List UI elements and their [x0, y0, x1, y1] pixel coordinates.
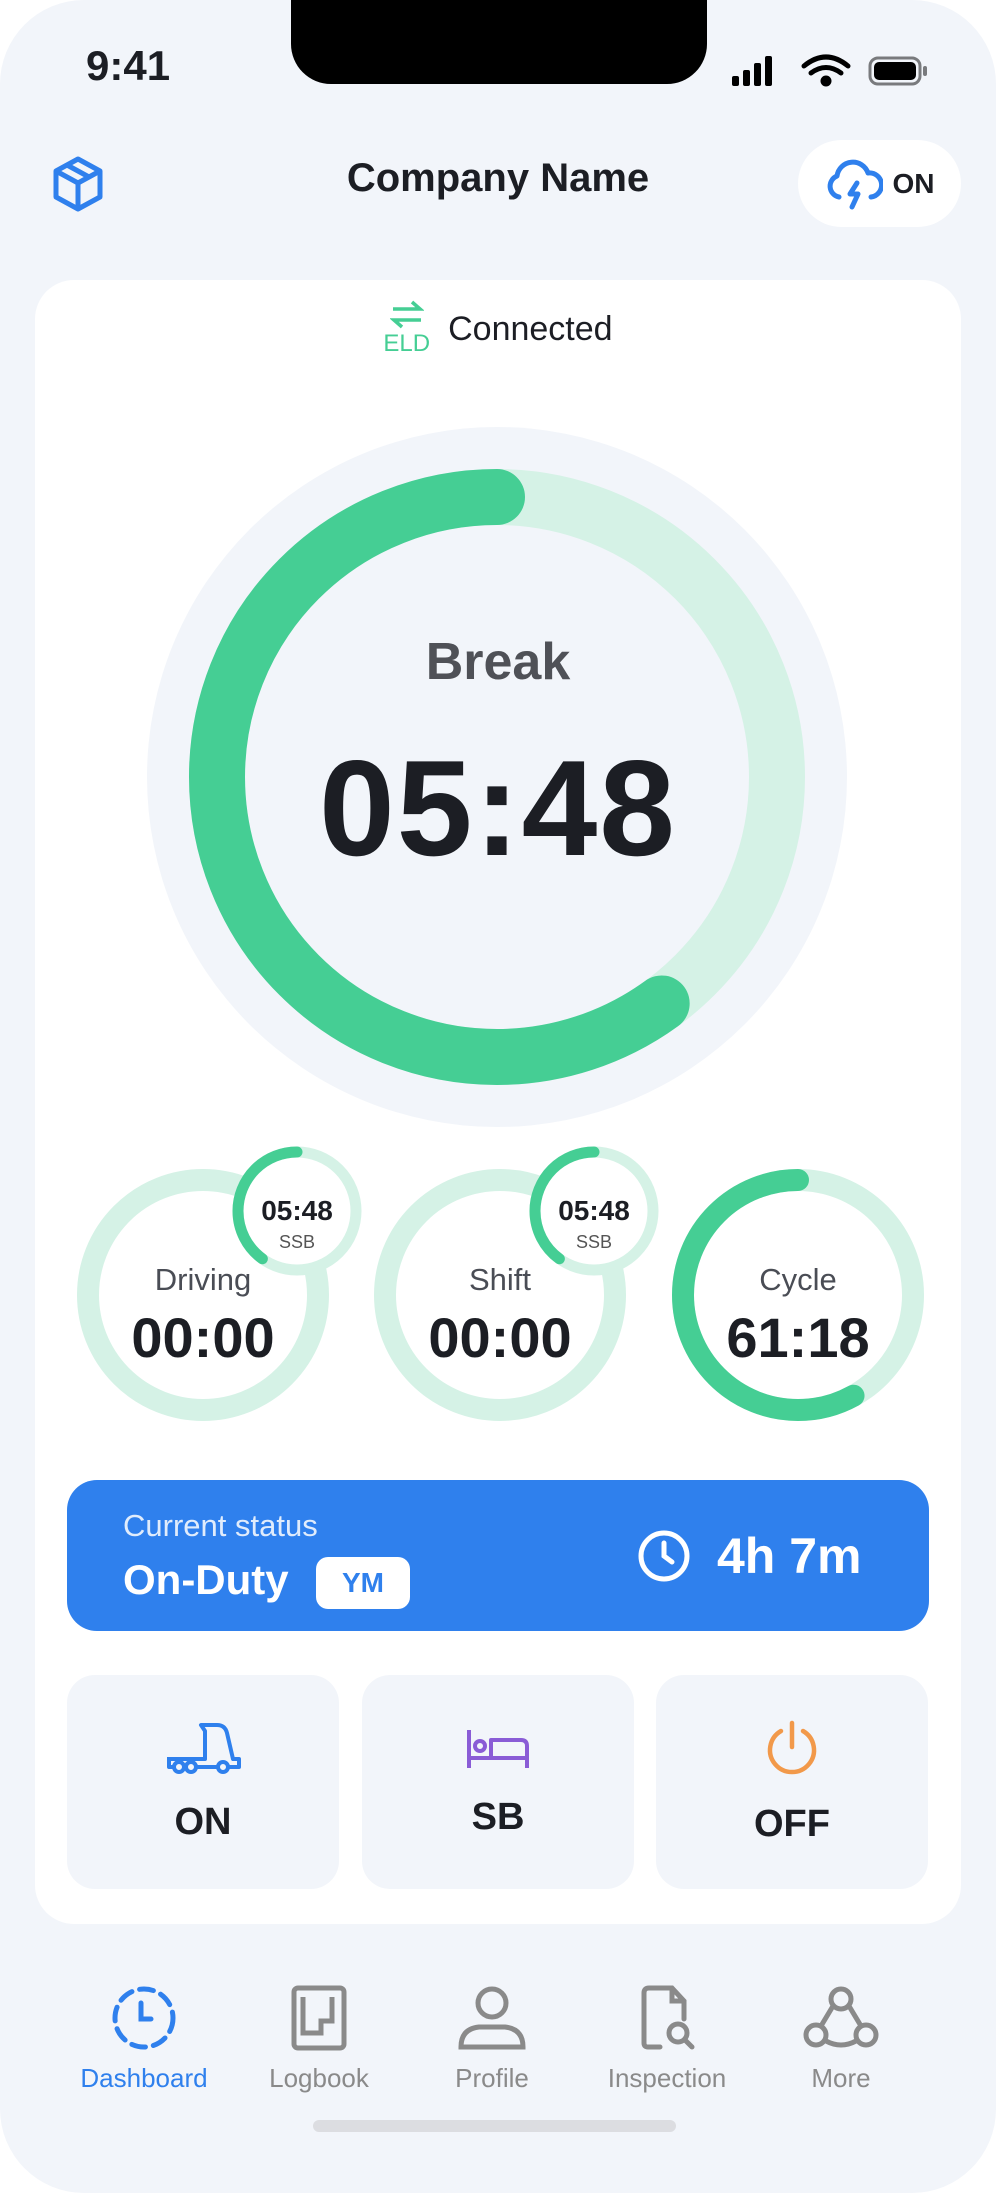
shift-ssb-label: SSB	[575, 1232, 613, 1252]
clock-icon	[638, 1530, 690, 1582]
nav-more[interactable]: More	[756, 1985, 926, 2094]
nav-logbook-label: Logbook	[269, 2063, 369, 2093]
nav-dashboard-label: Dashboard	[80, 2063, 208, 2093]
eld-connection[interactable]: ELD Connected	[0, 300, 996, 358]
notch	[291, 0, 707, 84]
status-duration: 4h 7m	[717, 1528, 862, 1584]
power-icon	[767, 1720, 817, 1774]
bed-icon	[467, 1729, 529, 1768]
duty-sb-button[interactable]: SB	[362, 1675, 634, 1889]
eld-badge: ELD	[383, 330, 431, 357]
cloud-bolt-icon	[827, 159, 883, 209]
more-icon	[803, 1986, 879, 2048]
shift-ssb-value: 05:48	[558, 1195, 630, 1226]
battery-icon	[868, 56, 927, 86]
shift-ssb-progress	[529, 1146, 659, 1276]
shift-value: 00:00	[428, 1306, 572, 1369]
driving-ssb-progress	[232, 1146, 362, 1276]
main-ring-progress	[189, 469, 805, 1085]
shift-label: Shift	[468, 1262, 532, 1297]
sync-label: ON	[892, 167, 935, 199]
nav-more-label: More	[811, 2063, 871, 2093]
duty-off-label: OFF	[754, 1802, 830, 1845]
nav-inspection-label: Inspection	[607, 2063, 727, 2093]
sync-toggle[interactable]: ON	[798, 140, 961, 227]
nav-logbook[interactable]: Logbook	[234, 1985, 404, 2094]
driving-label: Driving	[154, 1262, 252, 1297]
wifi-icon	[801, 54, 851, 87]
transfer-icon	[389, 300, 424, 329]
cycle-label: Cycle	[759, 1262, 837, 1297]
duty-off-button[interactable]: OFF	[656, 1675, 928, 1889]
nav-profile[interactable]: Profile	[407, 1985, 577, 2094]
profile-icon	[458, 1986, 526, 2050]
duty-on-button[interactable]: ON	[67, 1675, 339, 1889]
status-time: 9:41	[86, 42, 171, 89]
nav-inspection[interactable]: Inspection	[582, 1985, 752, 2094]
current-status-banner[interactable]: Current status On-Duty YM 4h 7m	[67, 1480, 929, 1631]
main-timer-label: Break	[425, 633, 571, 691]
box-icon[interactable]	[52, 156, 104, 217]
duty-sb-label: SB	[471, 1795, 525, 1838]
driving-value: 00:00	[131, 1306, 275, 1369]
nav-profile-label: Profile	[455, 2063, 529, 2093]
duty-on-label: ON	[174, 1800, 232, 1843]
status-value: On-Duty	[123, 1556, 289, 1603]
status-caption: Current status	[123, 1508, 318, 1543]
timer-rings	[77, 427, 924, 1421]
ym-badge: YM	[316, 1557, 410, 1609]
main-timer-value: 05:48	[319, 732, 677, 884]
driving-ssb-label: SSB	[278, 1232, 316, 1252]
logbook-icon	[291, 1985, 347, 2051]
inspection-icon	[641, 1985, 695, 2050]
driving-ssb-value: 05:48	[261, 1195, 333, 1226]
home-indicator[interactable]	[313, 2120, 676, 2132]
eld-status: Connected	[448, 309, 613, 348]
nav-dashboard[interactable]: Dashboard	[59, 1985, 229, 2094]
dashboard-clock-icon	[112, 1986, 176, 2050]
cycle-ring-progress	[672, 1169, 924, 1421]
page-title: Company Name	[346, 156, 650, 200]
signal-icon	[732, 56, 772, 86]
truck-icon	[167, 1722, 241, 1774]
main-ring-bg	[147, 427, 847, 1127]
status-icons	[732, 54, 932, 93]
cycle-value: 61:18	[726, 1306, 870, 1369]
